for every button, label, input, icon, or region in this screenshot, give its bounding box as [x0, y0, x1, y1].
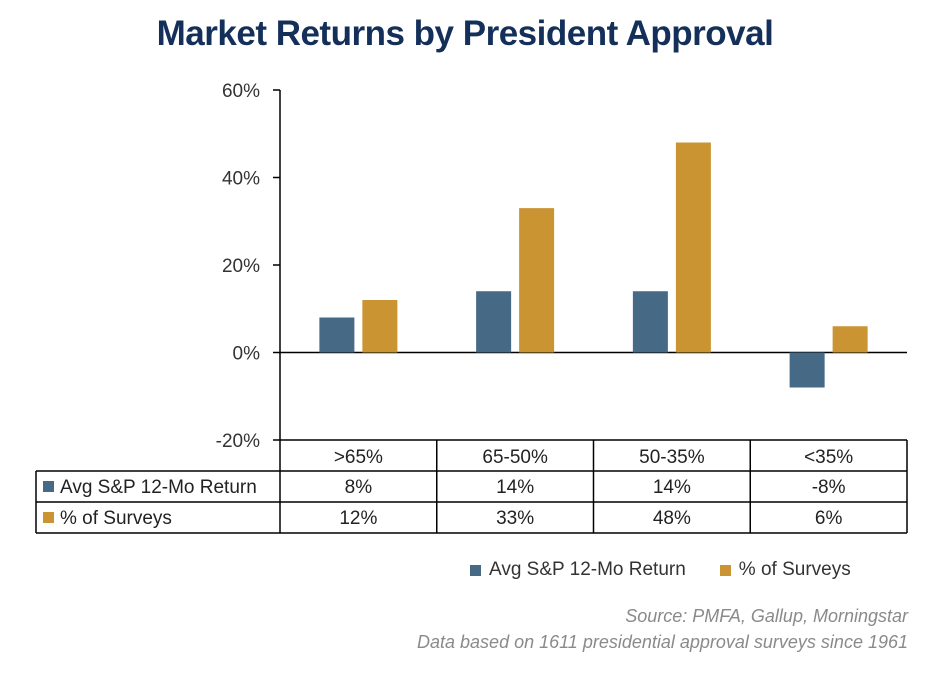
x-category-label: 50-35% [639, 447, 705, 468]
bar-avg-return [319, 317, 355, 353]
y-tick-label: -20% [216, 431, 260, 452]
legend-label-avg-return: Avg S&P 12-Mo Return [489, 559, 686, 580]
y-tick-label: 0% [233, 344, 261, 365]
bar-surveys [675, 142, 711, 353]
legend-swatch-avg-return [470, 564, 481, 576]
legend-label-surveys: % of Surveys [738, 559, 851, 580]
legend-item-avg-return: Avg S&P 12-Mo Return [470, 559, 686, 581]
bar-surveys [519, 208, 555, 353]
legend-swatch-surveys [719, 564, 731, 576]
data-note: Data based on 1611 presidential approval… [417, 632, 908, 652]
table-swatch-surveys [43, 512, 54, 523]
data-label: 8% [345, 477, 373, 498]
x-category-label: <35% [804, 447, 853, 468]
data-label: 33% [496, 508, 534, 529]
data-label: 14% [496, 477, 534, 498]
y-tick-label: 60% [222, 81, 260, 102]
table-row-label: Avg S&P 12-Mo Return [60, 477, 257, 498]
legend-item-surveys: % of Surveys [719, 559, 851, 581]
bar-avg-return [476, 291, 512, 353]
bar-surveys [362, 300, 398, 353]
bar-surveys [832, 326, 868, 353]
y-tick-label: 40% [222, 169, 260, 190]
source-note: Source: PMFA, Gallup, Morningstar [625, 606, 908, 626]
data-label: -8% [812, 477, 846, 498]
data-label: 6% [815, 508, 843, 529]
y-tick-label: 20% [222, 256, 260, 277]
chart-title: Market Returns by President Approval [156, 14, 774, 53]
x-category-label: 65-50% [482, 447, 548, 468]
data-label: 14% [653, 477, 691, 498]
bar-avg-return [632, 291, 668, 353]
table-row-label: % of Surveys [60, 508, 172, 529]
bar-avg-return [789, 352, 825, 388]
x-category-label: >65% [334, 447, 383, 468]
legend: Avg S&P 12-Mo Return % of Surveys [470, 559, 885, 581]
data-label: 12% [339, 508, 377, 529]
data-label: 48% [653, 508, 691, 529]
table-swatch-avg-return [43, 481, 54, 492]
